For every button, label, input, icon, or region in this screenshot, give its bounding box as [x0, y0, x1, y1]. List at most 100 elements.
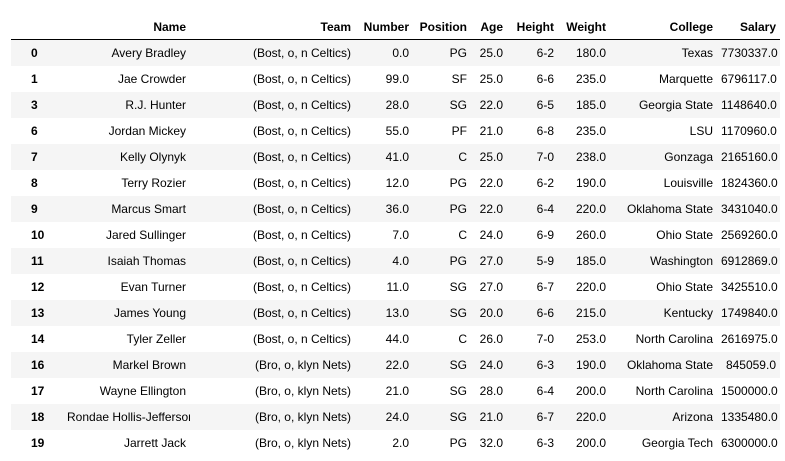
- height-cell: 6-4: [536, 201, 554, 216]
- column-header-name: Name: [63, 14, 190, 40]
- dataframe-table: Name Team Number Position Age Height Wei…: [11, 14, 780, 456]
- number-cell: 7.0: [392, 227, 409, 242]
- age-cell: 26.0: [479, 331, 503, 346]
- number-cell: 11.0: [386, 279, 409, 294]
- number-cell: 2.0: [392, 435, 409, 450]
- team-cell: (Bost, o, n Celtics): [252, 123, 351, 138]
- age-cell: 27.0: [479, 253, 503, 268]
- name-cell: Markel Brown: [112, 357, 186, 372]
- table-row: 6 Jordan Mickey (Bost, o, n Celtics) 55.0 PF…: [11, 117, 780, 144]
- age-cell: 25.0: [479, 45, 503, 60]
- height-cell: 7-0: [536, 149, 554, 164]
- table-row: 0 Avery Bradley (Bost, o, n Celtics) 0.0 PG 2…: [11, 39, 780, 66]
- header-row: Name Team Number Position Age Height Wei…: [11, 14, 780, 40]
- team-cell: (Bost, o, n Celtics): [252, 149, 351, 164]
- weight-cell: 200.0: [575, 435, 606, 450]
- name-cell: Kelly Olynyk: [119, 149, 186, 164]
- name-cell: Isaiah Thomas: [107, 253, 187, 268]
- table-row: 7 Kelly Olynyk (Bost, o, n Celtics) 41.0 C 25…: [11, 143, 780, 170]
- name-cell: Tyler Zeller: [126, 331, 186, 346]
- team-cell: (Bost, o, n Celtics): [252, 175, 351, 190]
- position-cell: PG: [449, 45, 467, 60]
- row-index: 17: [31, 383, 45, 398]
- name-cell: James Young: [113, 305, 186, 320]
- name-cell: Jarrett Jack: [123, 435, 186, 450]
- name-cell: Jae Crowder: [117, 71, 186, 86]
- team-cell: (Bost, o, n Celtics): [252, 331, 351, 346]
- college-cell: Georgia Tech: [641, 435, 713, 450]
- height-cell: 6-4: [536, 383, 554, 398]
- college-cell: Kentucky: [663, 305, 713, 320]
- salary-cell: 6912869.0: [721, 253, 778, 268]
- age-cell: 21.0: [479, 409, 503, 424]
- age-cell: 21.0: [479, 123, 503, 138]
- row-index: 14: [31, 331, 45, 346]
- height-cell: 6-8: [536, 123, 554, 138]
- age-cell: 22.0: [479, 175, 503, 190]
- row-index: 7: [31, 149, 38, 164]
- team-cell: (Bro, o, klyn Nets): [254, 357, 351, 372]
- position-cell: SG: [449, 97, 467, 112]
- name-cell: R.J. Hunter: [125, 97, 186, 112]
- table-row: 9 Marcus Smart (Bost, o, n Celtics) 36.0 PG 2…: [11, 195, 780, 222]
- position-cell: SG: [449, 383, 467, 398]
- table-row: 17 Wayne Ellington (Bro, o, klyn Nets) 21.0…: [11, 377, 780, 404]
- college-cell: North Carolina: [635, 331, 713, 346]
- height-cell: 6-3: [536, 357, 554, 372]
- position-cell: C: [458, 227, 467, 242]
- college-cell: LSU: [689, 123, 713, 138]
- table-body: 0 Avery Bradley (Bost, o, n Celtics) 0.0 PG 2…: [11, 39, 780, 456]
- weight-cell: 190.0: [575, 357, 606, 372]
- table-row: 16 Markel Brown (Bro, o, klyn Nets) 22.0 SG 2…: [11, 351, 780, 378]
- position-cell: SG: [449, 305, 467, 320]
- position-cell: PG: [449, 175, 467, 190]
- row-index: 1: [31, 71, 38, 86]
- salary-cell: 1749840.0: [721, 305, 778, 320]
- number-cell: 21.0: [385, 383, 409, 398]
- row-index: 11: [31, 253, 44, 268]
- number-cell: 44.0: [385, 331, 409, 346]
- college-cell: Gonzaga: [664, 149, 713, 164]
- number-cell: 28.0: [385, 97, 409, 112]
- height-cell: 6-2: [536, 45, 554, 60]
- number-cell: 22.0: [385, 357, 409, 372]
- column-header-height: Height: [507, 14, 558, 40]
- row-index: 3: [31, 97, 38, 112]
- team-cell: (Bost, o, n Celtics): [252, 227, 351, 242]
- position-cell: PF: [451, 123, 467, 138]
- row-index: 18: [31, 409, 45, 424]
- column-header-weight: Weight: [558, 14, 610, 40]
- age-cell: 22.0: [479, 201, 503, 216]
- row-index: 6: [31, 123, 38, 138]
- column-header-age: Age: [471, 14, 507, 40]
- weight-cell: 220.0: [575, 409, 606, 424]
- team-cell: (Bro, o, klyn Nets): [254, 409, 351, 424]
- row-index: 19: [31, 435, 45, 450]
- age-cell: 20.0: [479, 305, 503, 320]
- name-cell: Avery Bradley: [111, 45, 186, 60]
- college-cell: Washington: [650, 253, 713, 268]
- table-row: 14 Tyler Zeller (Bost, o, n Celtics) 44.0 C 2…: [11, 325, 780, 352]
- position-cell: PG: [449, 201, 467, 216]
- table-row: 12 Evan Turner (Bost, o, n Celtics) 11.0 SG 2…: [11, 273, 780, 300]
- table-row: 13 James Young (Bost, o, n Celtics) 13.0 SG 2…: [11, 299, 780, 326]
- name-cell: Jordan Mickey: [108, 123, 186, 138]
- weight-cell: 235.0: [575, 71, 606, 86]
- salary-cell: 6300000.0: [721, 435, 778, 450]
- height-cell: 7-0: [536, 331, 554, 346]
- team-cell: (Bost, o, n Celtics): [252, 201, 351, 216]
- salary-cell: 3425510.0: [721, 279, 778, 294]
- salary-cell: 1170960.0: [721, 123, 777, 138]
- row-index: 13: [31, 305, 45, 320]
- table-row: 8 Terry Rozier (Bost, o, n Celtics) 12.0 PG 2…: [11, 169, 780, 196]
- table-row: 3 R.J. Hunter (Bost, o, n Celtics) 28.0 SG 22…: [11, 91, 780, 118]
- row-index: 10: [31, 227, 45, 242]
- column-header-college: College: [610, 14, 717, 40]
- height-cell: 6-3: [536, 435, 554, 450]
- name-cell: Jared Sullinger: [105, 227, 186, 242]
- team-cell: (Bost, o, n Celtics): [252, 279, 351, 294]
- name-cell: Terry Rozier: [121, 175, 186, 190]
- height-cell: 6-5: [536, 97, 554, 112]
- position-cell: SF: [451, 71, 467, 86]
- team-cell: (Bro, o, klyn Nets): [254, 435, 351, 450]
